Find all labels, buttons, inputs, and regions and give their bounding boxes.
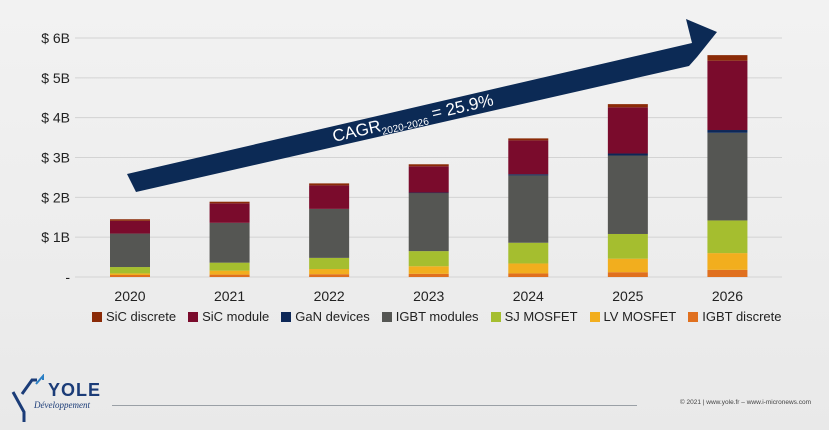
bar-segment-igbt-discrete — [408, 273, 449, 277]
legend-label: IGBT discrete — [702, 309, 782, 324]
legend: SiC discrete SiC module GaN devices IGBT mo… — [92, 309, 781, 324]
legend-label: SiC discrete — [106, 309, 177, 324]
bar-segment-sic-discrete — [707, 55, 748, 61]
copyright-text: © 2021 | www.yole.fr – www.i-micronews.c… — [679, 399, 811, 406]
bar-segment-igbt-discrete — [110, 275, 150, 277]
y-tick-label: $ 2B — [41, 189, 70, 205]
bar-segment-sic-module — [110, 220, 150, 234]
bar-segment-sic-module — [508, 140, 549, 175]
bar-segment-igbt-discrete — [508, 273, 549, 277]
legend-item: IGBT modules — [381, 309, 479, 324]
bar-segment-sj-mosfet — [110, 267, 150, 274]
y-axis-ticks: - $ 1B $ 2B $ 3B $ 4B $ 5B $ 6B — [41, 30, 70, 285]
bar-segment-igbt-modules — [209, 222, 250, 263]
legend-item: SiC discrete — [92, 309, 176, 324]
bar-segment-gan-devices — [408, 192, 449, 194]
bar-segment-sic-discrete — [408, 164, 449, 167]
bar-segment-lv-mosfet — [309, 269, 350, 275]
bar-segment-gan-devices — [607, 153, 648, 156]
yole-logo: YOLE Développement — [10, 373, 115, 422]
y-tick-label: $ 4B — [41, 110, 70, 126]
yole-logo-mark: YOLE Développement — [11, 373, 101, 422]
x-tick-label: 2022 — [314, 288, 345, 304]
bar-segment-sic-module — [607, 107, 648, 154]
y-tick-label: $ 3B — [41, 150, 70, 166]
legend-swatch — [381, 311, 392, 322]
x-tick-label: 2024 — [513, 288, 544, 304]
legend-swatch — [92, 311, 102, 322]
bar-segment-igbt-modules — [607, 155, 648, 234]
bar-segment-lv-mosfet — [110, 273, 150, 276]
y-tick-label: $ 5B — [41, 70, 70, 86]
bar-segment-igbt-modules — [508, 175, 549, 243]
cagr-suffix: = 25.9% — [425, 90, 495, 124]
x-tick-label: 2023 — [413, 288, 444, 304]
legend-swatch — [281, 311, 292, 322]
bar-segment-sj-mosfet — [309, 257, 350, 270]
bar-segment-igbt-discrete — [707, 269, 748, 277]
footer-divider — [112, 405, 637, 406]
cagr-arrow — [127, 19, 717, 192]
bar-segment-sic-module — [707, 60, 748, 131]
bar-segment-igbt-modules — [707, 132, 748, 221]
bar-segment-igbt-modules — [110, 233, 150, 268]
legend-swatch — [688, 311, 699, 322]
legend-label: LV MOSFET — [603, 309, 677, 324]
bar-segment-igbt-discrete — [607, 272, 648, 277]
bar-segment-sic-discrete — [309, 183, 350, 186]
y-tick-label: $ 1B — [41, 229, 70, 245]
legend-item: SiC module — [188, 309, 269, 324]
bar-segment-lv-mosfet — [508, 263, 549, 274]
bar-segment-sic-module — [408, 166, 449, 193]
cagr-label: CAGR2020-2026 = 25.9% — [331, 90, 496, 148]
x-tick-label: 2020 — [114, 288, 145, 304]
bar-segment-sic-discrete — [110, 219, 150, 221]
legend-item: LV MOSFET — [589, 309, 677, 324]
bar-segment-sic-discrete — [607, 104, 648, 108]
legend-item: SJ MOSFET — [490, 309, 578, 324]
bar-segment-igbt-discrete — [209, 274, 250, 277]
bar-segment-lv-mosfet — [607, 258, 648, 273]
bar-segment-sj-mosfet — [209, 262, 250, 271]
bar-segment-igbt-modules — [408, 192, 449, 252]
bar-segment-sic-module — [209, 203, 250, 223]
bar-segment-gan-devices — [508, 174, 549, 176]
legend-item: IGBT discrete — [688, 309, 781, 324]
legend-item: GaN devices — [281, 309, 370, 324]
x-axis-ticks: 2020 2021 2022 2023 2024 2025 2026 — [114, 288, 743, 304]
bar-segment-sj-mosfet — [408, 251, 449, 267]
y-tick-label: - — [65, 269, 70, 285]
bar-segment-sj-mosfet — [707, 220, 748, 254]
bar-segment-lv-mosfet — [408, 266, 449, 274]
legend-label: SJ MOSFET — [504, 309, 578, 324]
bar-segment-sj-mosfet — [607, 233, 648, 259]
bar-segment-sic-module — [309, 185, 350, 209]
bar-segment-lv-mosfet — [209, 270, 250, 275]
x-tick-label: 2021 — [214, 288, 245, 304]
bar-segment-igbt-discrete — [309, 274, 350, 277]
bar-segment-sic-discrete — [209, 201, 250, 204]
bar-segment-lv-mosfet — [707, 253, 748, 270]
logo-title: YOLE — [48, 380, 101, 400]
legend-label: IGBT modules — [395, 309, 479, 324]
legend-swatch — [589, 311, 600, 322]
logo-subtitle: Développement — [33, 400, 90, 410]
bar-segment-sj-mosfet — [508, 242, 549, 264]
x-tick-label: 2025 — [612, 288, 643, 304]
bar-segment-gan-devices — [707, 130, 748, 133]
legend-swatch — [188, 311, 199, 322]
bars — [110, 55, 748, 277]
legend-label: GaN devices — [295, 309, 370, 324]
bar-segment-igbt-modules — [309, 208, 350, 258]
bar-segment-sic-discrete — [508, 138, 549, 141]
legend-label: SiC module — [202, 309, 270, 324]
x-tick-label: 2026 — [712, 288, 743, 304]
legend-swatch — [490, 311, 501, 322]
y-tick-label: $ 6B — [41, 30, 70, 46]
